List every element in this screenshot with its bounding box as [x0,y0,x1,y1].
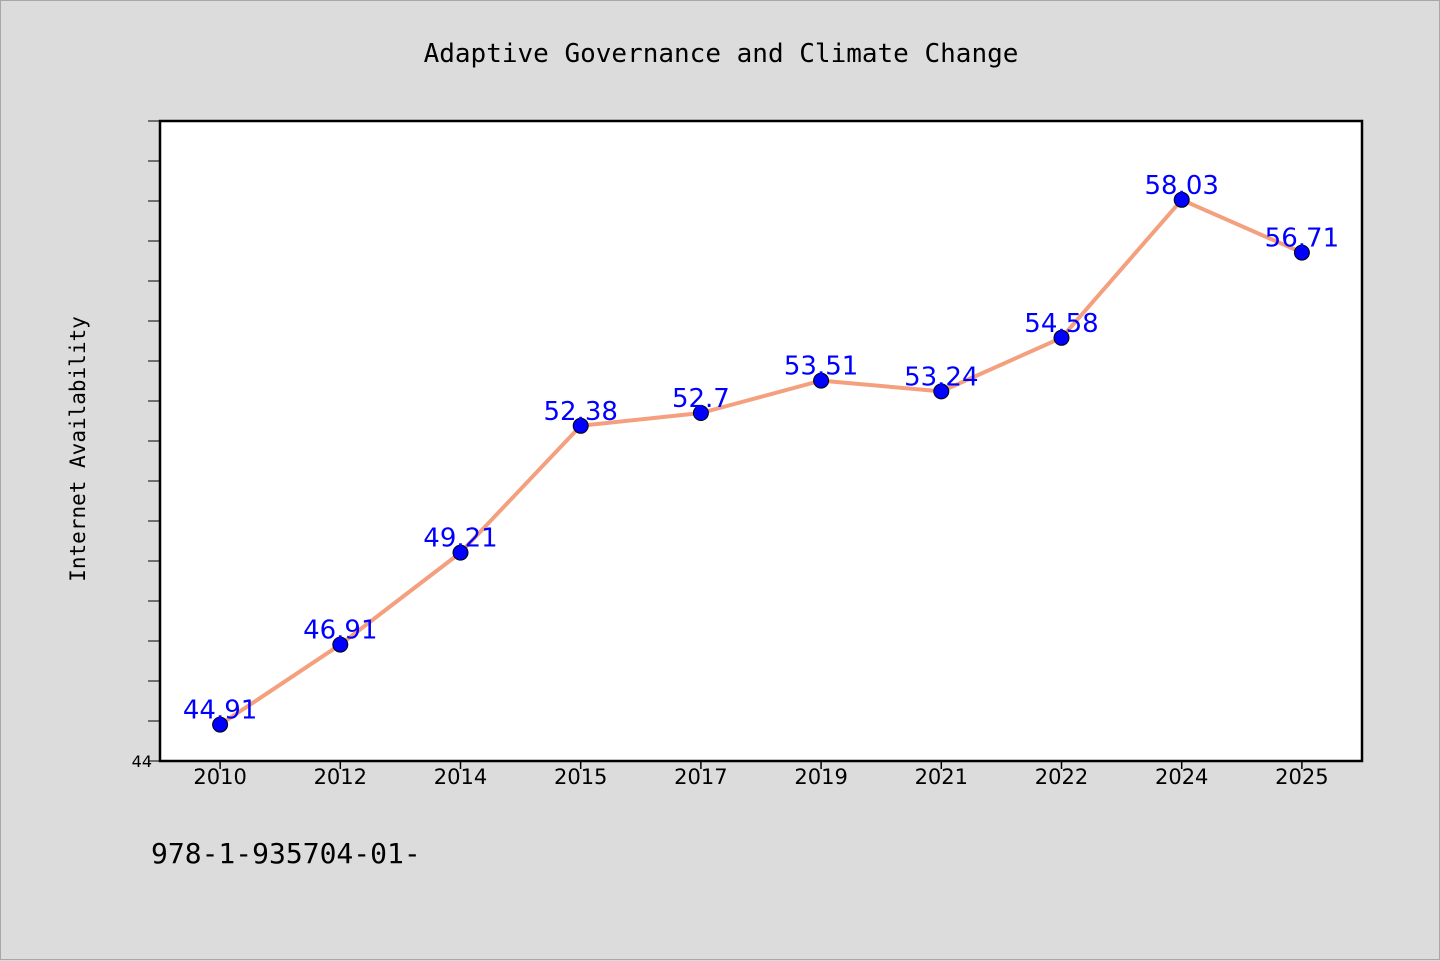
y-axis-label: Internet Availability [66,316,90,582]
data-point [212,716,229,733]
x-axis-ticks: 2010 2012 2014 2015 2017 2019 2021 2022 2024 2025 [193,761,1329,789]
y-tick-label: 44 [132,752,152,771]
data-label: 56.71 [1265,224,1339,254]
series-line [218,197,1304,727]
data-label: 54.58 [1024,309,1098,339]
chart-title: Adaptive Governance and Climate Change [424,39,1019,69]
data-point [1053,329,1070,346]
x-tick-label: 2024 [1155,765,1208,789]
data-point [332,636,349,653]
data-point [933,383,950,400]
x-tick-label: 2012 [314,765,367,789]
data-point [813,372,830,389]
data-label: 44.91 [183,696,257,726]
data-label: 49.21 [423,524,497,554]
x-tick-label: 2010 [193,765,246,789]
x-tick-label: 2022 [1035,765,1088,789]
data-label: 46.91 [303,616,377,646]
data-label: 52.7 [672,384,730,414]
series-layer: 44.91 46.91 49.21 52.38 52.7 53.51 53.24 54.58 5… [183,171,1339,733]
data-point [692,405,709,421]
data-label: 58.03 [1144,171,1218,201]
data-point [572,417,589,434]
data-point [1293,244,1310,261]
x-tick-label: 2014 [434,765,487,789]
data-label: 52.38 [543,397,617,427]
data-label: 53.51 [784,352,858,382]
x-tick-label: 2025 [1275,765,1328,789]
x-tick-label: 2019 [794,765,847,789]
x-tick-label: 2017 [674,765,727,789]
data-point [452,544,469,561]
y-axis-ticks: 44 [132,120,160,771]
plot-area [158,119,1364,763]
data-label: 53.24 [904,362,978,392]
data-point [1173,191,1190,208]
x-tick-label: 2021 [915,765,968,789]
x-tick-label: 2015 [554,765,607,789]
footer-text: 978-1-935704-01- [151,837,421,870]
